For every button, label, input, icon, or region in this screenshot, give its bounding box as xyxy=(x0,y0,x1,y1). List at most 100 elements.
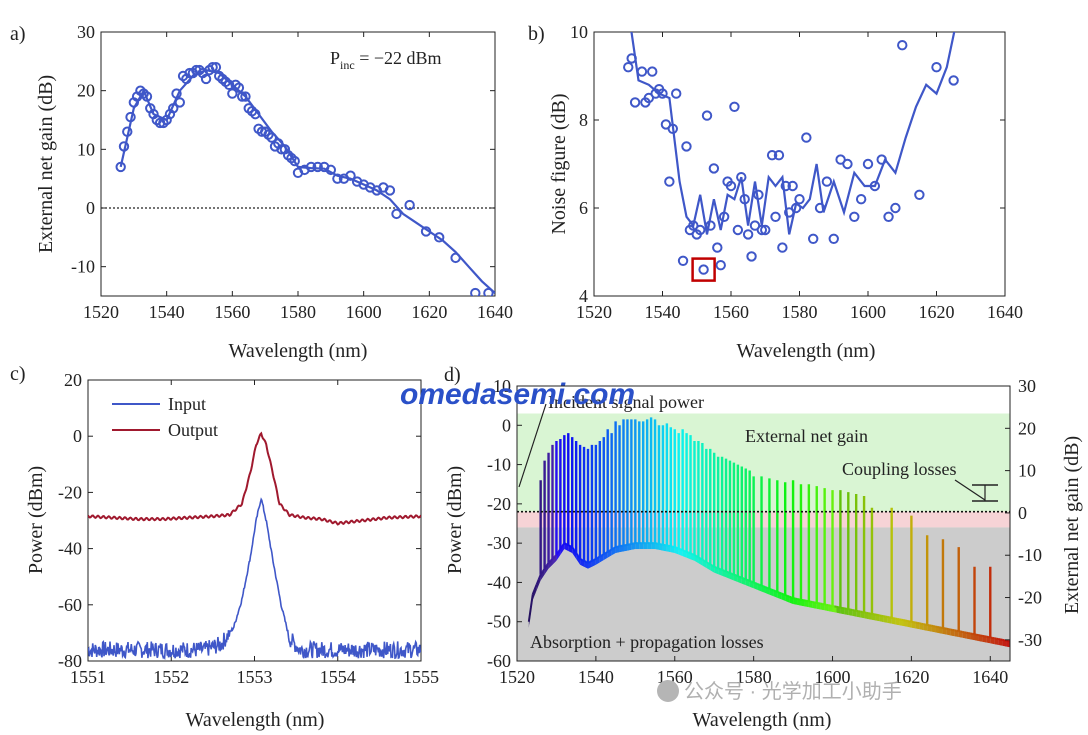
gain-point xyxy=(174,97,186,108)
noise-point xyxy=(780,180,791,192)
gain-point xyxy=(266,132,277,143)
noise-point xyxy=(849,211,860,223)
x-tick-label: 1640 xyxy=(477,302,513,322)
noise-point xyxy=(694,224,706,236)
floor-band xyxy=(927,624,932,632)
gain-point xyxy=(118,141,130,152)
panel-c-plot xyxy=(88,431,421,661)
gain-point xyxy=(207,61,218,73)
noise-point xyxy=(948,75,959,86)
floor-line xyxy=(613,546,617,550)
floor-line xyxy=(784,594,788,597)
y-tick-label-right: -30 xyxy=(1018,630,1042,650)
y-tick-label: 0 xyxy=(73,426,82,446)
x-tick-label: 1580 xyxy=(782,302,818,322)
floor-band xyxy=(950,629,955,637)
floor-band xyxy=(635,543,640,550)
panel-c-xlabel: Wavelength (nm) xyxy=(186,709,325,731)
gain-point xyxy=(391,208,402,220)
coupling-label: Coupling losses xyxy=(842,459,957,479)
floor-band xyxy=(970,633,975,641)
panel-d-ylabel-left: Power (dBm) xyxy=(444,466,466,574)
noise-point xyxy=(883,211,894,223)
floor-band xyxy=(856,610,861,618)
legend-input-label: Input xyxy=(168,394,206,414)
gain-zone-label: External net gain xyxy=(745,426,868,446)
floor-band xyxy=(891,617,896,625)
panel-d-label: d) xyxy=(444,364,461,386)
floor-band xyxy=(974,634,979,642)
floor-band xyxy=(1006,640,1010,648)
floor-band xyxy=(812,602,817,609)
x-tick-label: 1580 xyxy=(280,302,316,322)
noise-point xyxy=(801,132,812,143)
floor-band xyxy=(871,613,876,621)
x-tick-label: 1580 xyxy=(736,667,772,687)
floor-line xyxy=(575,552,579,557)
x-tick-label: 1554 xyxy=(320,667,356,687)
floor-band xyxy=(840,607,845,615)
floor-line xyxy=(776,590,780,594)
wechat-watermark: 公众号 · 光学加工小助手 xyxy=(657,680,902,703)
y-tick-label: -40 xyxy=(58,539,82,559)
floor-band xyxy=(647,543,652,550)
floor-band xyxy=(911,621,916,629)
floor-line xyxy=(579,557,583,561)
legend-output-label: Output xyxy=(168,420,218,440)
noise-point xyxy=(732,224,744,236)
noise-point xyxy=(629,97,641,108)
floor-band xyxy=(946,628,951,636)
noise-point xyxy=(739,194,750,205)
noise-point xyxy=(698,264,709,275)
floor-band xyxy=(915,622,920,630)
y-tick-label: 20 xyxy=(77,81,95,101)
floor-line xyxy=(533,584,538,590)
gain-point xyxy=(345,170,356,181)
floor-band xyxy=(903,620,908,627)
floor-line xyxy=(597,555,601,559)
gain-point xyxy=(236,91,248,102)
floor-band xyxy=(919,623,924,631)
panel-b-xlabel: Wavelength (nm) xyxy=(737,340,876,362)
panel-d-axes: 1520 1540 1560 1580 1600 1620 1640-60-50-40-30… xyxy=(487,376,1042,687)
floor-line xyxy=(725,570,729,574)
floor-line xyxy=(563,542,567,546)
noise-point xyxy=(742,229,754,240)
y-tick-label-right: 30 xyxy=(1018,376,1036,396)
gain-point xyxy=(125,111,136,123)
wechat-icon xyxy=(657,680,679,702)
noise-point xyxy=(664,176,675,187)
noise-point xyxy=(770,211,781,223)
x-tick-label: 1553 xyxy=(237,667,273,687)
floor-band xyxy=(887,617,892,624)
floor-line xyxy=(721,568,725,572)
floor-band xyxy=(800,599,805,607)
floor-band xyxy=(923,624,928,631)
floor-line xyxy=(705,561,709,565)
noise-point xyxy=(794,194,805,205)
floor-band xyxy=(978,635,983,642)
y-tick-label: -20 xyxy=(58,482,82,502)
noise-point xyxy=(657,88,668,99)
x-tick-label: 1540 xyxy=(645,302,681,322)
floor-line xyxy=(529,594,534,609)
x-tick-label: 1552 xyxy=(153,667,189,687)
gain-trend-line xyxy=(119,68,495,294)
y-tick-label: -30 xyxy=(487,533,511,553)
noise-point xyxy=(736,172,747,183)
floor-line xyxy=(531,588,536,595)
floor-band xyxy=(990,637,995,645)
panel-a-ylabel: External net gain (dB) xyxy=(35,75,57,253)
y-tick-label: 30 xyxy=(77,22,95,42)
noise-point xyxy=(808,233,819,245)
floor-line xyxy=(763,585,766,589)
panel-b-ylabel: Noise figure (dB) xyxy=(548,93,570,234)
noise-point xyxy=(766,150,778,161)
noise-point xyxy=(725,180,737,192)
noise-point xyxy=(667,123,678,135)
incident-label: Incident signal power xyxy=(548,392,704,412)
floor-band xyxy=(836,606,841,614)
gain-point xyxy=(168,103,179,114)
panel-a-axes: 1520 1540 1560 1580 1600 1620 1640 -10 0 10 20 30 xyxy=(71,22,513,322)
noise-point xyxy=(814,202,826,214)
